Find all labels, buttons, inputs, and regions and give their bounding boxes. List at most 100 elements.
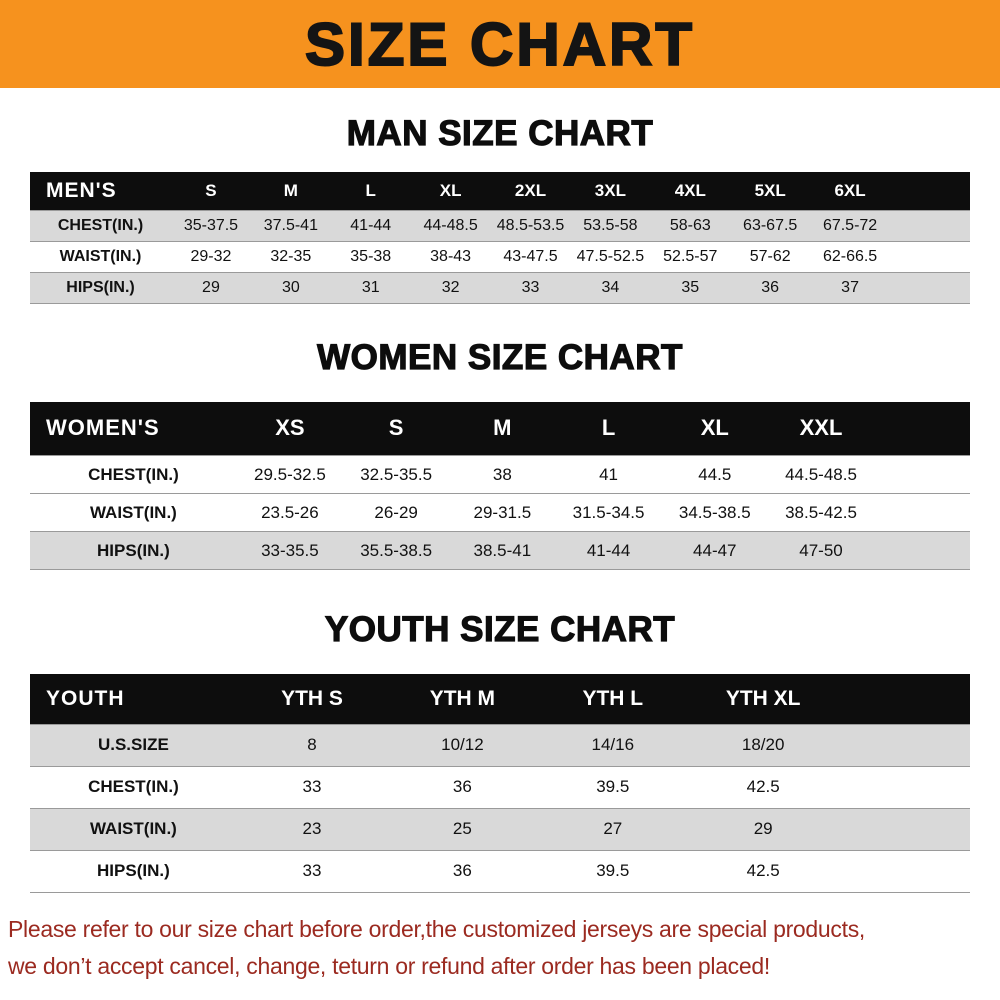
size-column-header: 2XL [490,172,571,210]
measurement-value-cell: 44.5 [698,464,732,484]
measurement-value-cell: 29.5-32.5 [253,464,326,484]
measurement-value-cell: 31.5-34.5 [572,502,645,522]
measurement-value-cell: 30 [281,278,300,296]
size-column-header: YTH L [537,674,688,724]
measurement-value-cell: 41 [599,464,619,484]
size-column-header: XL [661,401,768,456]
measurement-value-cell: 52.5-57 [663,247,718,265]
measurement-value-cell: 32.5-35.5 [360,464,433,484]
row-label-cell: HIPS(IN.) [97,861,170,880]
size-column-header: S [171,172,251,210]
measurement-value-cell: 37.5-41 [263,216,318,234]
size-column-header: S [343,401,450,456]
measurement-value-cell: 44-48.5 [423,216,478,234]
table-header-row: WOMEN'S XS S M L XL XXL [30,401,970,456]
measurement-value-cell: 33-35.5 [261,540,319,560]
men-section-heading: MAN SIZE CHART [346,113,654,153]
row-filler-cell [838,724,970,766]
measurement-value-cell: 18/20 [741,735,785,754]
youth-section-heading: YOUTH SIZE CHART [324,609,676,649]
measurement-row: HIPS(IN.) 33-35.5 35.5-38.5 38.5-41 41-44 44-… [30,531,970,570]
measurement-value-cell: 39.5 [596,777,630,796]
measurement-value-cell: 47.5-52.5 [576,247,645,265]
section-women: WOMEN SIZE CHART WOMEN'S XS S M L XL XXL CHEST… [0,304,1000,571]
measurement-value-cell: 37 [841,278,859,296]
table-header-row: YOUTH YTH S YTH M YTH L YTH XL [30,674,970,724]
row-filler-cell [838,808,970,850]
row-label-cell: WAIST(IN.) [89,819,177,838]
table-title-cell: YOUTH [30,674,237,724]
measurement-value-cell: 14/16 [591,735,635,754]
size-column-header: M [449,401,556,456]
measurement-value-cell: 62-66.5 [822,247,878,265]
measurement-value-cell: 42.5 [746,777,780,796]
table-header-row: MEN'S S M L XL 2XL 3XL 4XL 5XL 6XL [30,172,970,210]
measurement-value-cell: 23.5-26 [261,502,319,522]
row-filler-cell [874,456,970,494]
row-label-cell: WAIST(IN.) [59,247,142,265]
measurement-value-cell: 26-29 [374,502,418,522]
measurement-value-cell: 27 [603,819,623,838]
section-youth: YOUTH SIZE CHART YOUTH YTH S YTH M YTH L YTH… [0,570,1000,893]
row-filler-cell [838,850,970,892]
page-title: SIZE CHART [304,10,695,79]
measurement-value-cell: 31 [361,278,380,296]
size-column-header: 3XL [570,172,651,210]
measurement-row: HIPS(IN.) 29 30 31 32 33 34 35 36 37 [30,272,970,303]
row-filler-cell [890,241,970,272]
measurement-row: WAIST(IN.) 23 25 27 29 [30,808,970,850]
row-filler-cell [838,766,970,808]
measurement-value-cell: 42.5 [746,861,780,880]
measurement-value-cell: 58-63 [669,216,711,234]
header-filler-cell [890,172,970,210]
measurement-value-cell: 47-50 [799,540,843,560]
row-label-cell: CHEST(IN.) [88,464,179,484]
size-column-header: XXL [767,401,875,456]
measurement-value-cell: 35-38 [350,247,392,265]
measurement-value-cell: 38.5-41 [473,540,532,560]
size-column-header: M [250,172,331,210]
measurement-value-cell: 10/12 [441,735,484,754]
footer-line-2: we don’t accept cancel, change, teturn o… [8,952,770,979]
measurement-value-cell: 35.5-38.5 [360,540,433,560]
women-size-table: WOMEN'S XS S M L XL XXL CHEST(IN.) 29.5-32.5 32.… [30,401,970,571]
row-filler-cell [874,532,970,570]
youth-size-table: YOUTH YTH S YTH M YTH L YTH XL U.S.SIZE 8 10/1… [30,674,970,893]
row-filler-cell [874,494,970,532]
measurement-value-cell: 44.5-48.5 [785,464,857,484]
measurement-value-cell: 23 [302,819,322,838]
row-label-cell: CHEST(IN.) [57,216,144,234]
row-label-cell: CHEST(IN.) [88,777,179,796]
footer-line-1: Please refer to our size chart before or… [8,915,865,942]
table-title-cell: MEN'S [30,172,171,210]
measurement-value-cell: 29 [202,278,220,296]
header-filler-cell [874,401,970,456]
measurement-value-cell: 8 [307,735,317,754]
size-column-header: YTH XL [687,674,839,724]
row-label-cell: U.S.SIZE [97,735,169,754]
table-title-cell: WOMEN'S [30,401,237,456]
size-column-header: 6XL [810,172,891,210]
measurement-value-cell: 33 [302,861,322,880]
size-column-header: L [555,401,662,456]
measurement-value-cell: 38.5-42.5 [785,502,857,522]
row-filler-cell [890,272,970,303]
measurement-value-cell: 35-37.5 [183,216,239,234]
row-filler-cell [890,210,970,241]
measurement-value-cell: 34 [601,278,620,296]
size-column-header: 5XL [730,172,811,210]
measurement-value-cell: 38-43 [430,247,472,265]
size-column-header: YTH S [236,674,388,724]
measurement-value-cell: 32 [441,278,460,296]
measurement-value-cell: 53.5-58 [583,216,638,234]
measurement-value-cell: 57-62 [749,247,791,265]
size-column-header: 4XL [650,172,731,210]
size-column-header: L [330,172,411,210]
measurement-value-cell: 29-32 [190,247,232,265]
row-label-cell: HIPS(IN.) [66,278,135,296]
measurement-value-cell: 34.5-38.5 [678,502,751,522]
measurement-value-cell: 39.5 [596,861,630,880]
measurement-value-cell: 41-44 [586,540,631,560]
measurement-value-cell: 29-31.5 [473,502,532,522]
